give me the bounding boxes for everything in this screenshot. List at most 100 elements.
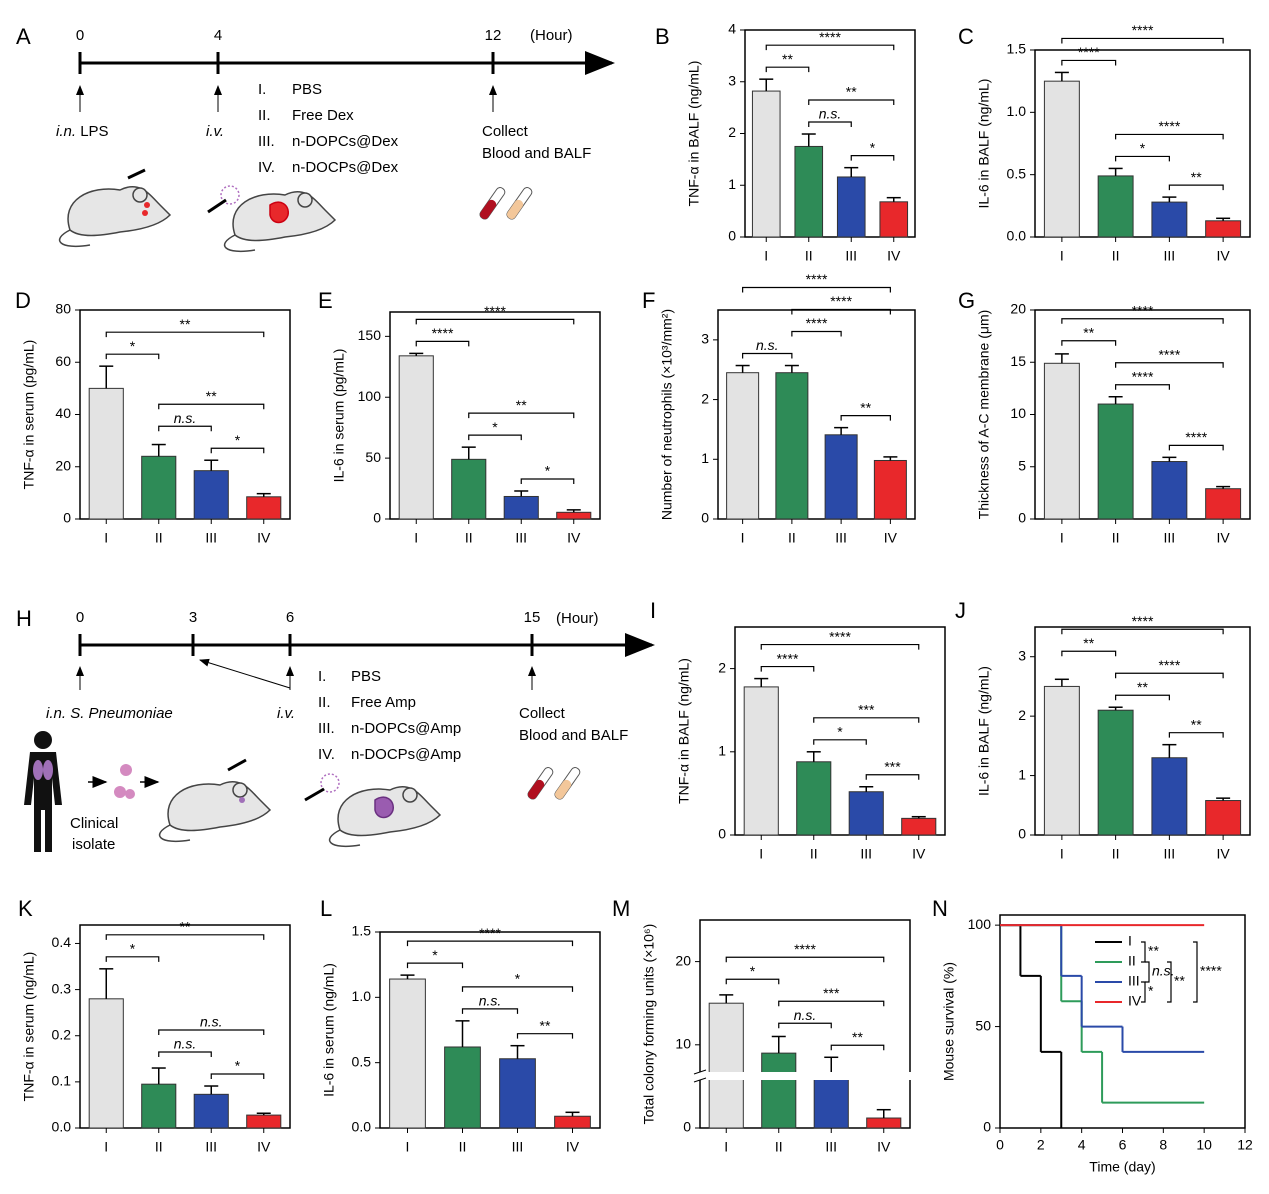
x-tick-label: I (741, 530, 745, 546)
significance-label: **** (1158, 657, 1180, 673)
significance-bracket (461, 1008, 519, 1014)
bar (1205, 488, 1242, 520)
y-axis-label: TNF-α in BALF (ng/mL) (676, 658, 692, 804)
significance-bracket (210, 1073, 265, 1080)
y-tick-label: 1.0 (1007, 103, 1027, 119)
x-tick-label: II (805, 248, 813, 264)
panel-letter: N (932, 896, 948, 921)
y-axis-label: Thickness of A-C membrane (μm) (976, 310, 992, 520)
x-tick-label: II (459, 1139, 467, 1155)
y-tick-label: 3 (701, 331, 709, 347)
significance-bracket (808, 121, 852, 128)
significance-bracket (791, 330, 842, 337)
significance-label: ** (852, 1029, 863, 1045)
x-tick-label: II (1112, 248, 1120, 264)
time-label: 6 (286, 609, 294, 626)
significance-bracket (742, 352, 793, 359)
x-tick-label: 8 (1159, 1137, 1167, 1153)
x-tick-label: II (788, 530, 796, 546)
panel-letter: H (16, 606, 32, 631)
x-tick-label: I (764, 248, 768, 264)
significance-bracket (415, 340, 470, 347)
significance-label: * (130, 941, 136, 957)
panel-letter: D (15, 288, 31, 313)
group-name: n-DOCPs@Dex (292, 159, 399, 176)
significance-label: n.s. (174, 1036, 197, 1052)
significance-bracket (1141, 981, 1146, 1003)
significance-label: ** (1083, 635, 1094, 651)
bar (824, 434, 858, 520)
x-tick-label: IV (1217, 248, 1231, 264)
bar (879, 201, 909, 238)
route: i.n. (46, 705, 66, 722)
significance-label: * (870, 139, 876, 155)
y-tick-label: 100 (358, 388, 382, 404)
significance-bracket (1193, 941, 1198, 1003)
plot-frame (734, 626, 946, 836)
significance-label: ** (1191, 169, 1202, 185)
panel-letter: J (955, 598, 966, 623)
significance-bracket (461, 986, 574, 992)
plot-frame (79, 924, 291, 1129)
x-tick-label: I (759, 846, 763, 862)
source-label: Clinical (70, 815, 118, 832)
significance-bracket (468, 412, 575, 419)
y-axis-label: IL-6 in BALF (ng/mL) (976, 666, 992, 796)
x-tick-label: 10 (1196, 1137, 1212, 1153)
y-tick-label: 5 (1018, 457, 1026, 473)
group-numeral: I. (258, 81, 266, 98)
y-tick-label: 1 (718, 743, 726, 759)
significance-label: ** (1083, 324, 1094, 340)
bar (444, 1046, 481, 1129)
significance-bracket (742, 286, 891, 293)
bar (193, 1093, 229, 1129)
significance-bracket (158, 1051, 212, 1058)
x-tick-label: II (465, 530, 473, 546)
significance-bracket (791, 308, 891, 315)
significance-label: ** (540, 1017, 551, 1033)
significance-bracket (765, 44, 895, 51)
y-axis-label: IL-6 in serum (pg/mL) (331, 349, 347, 483)
significance-label: * (235, 1058, 241, 1074)
bar (1151, 757, 1188, 836)
group-numeral: IV. (318, 746, 335, 763)
y-axis-label: Total colony forming units (×10⁶) (641, 924, 657, 1125)
significance-bracket (760, 665, 815, 672)
x-tick-label: IV (257, 1139, 271, 1155)
y-tick-label: 1.5 (352, 923, 372, 939)
significance-bracket (415, 318, 575, 325)
x-tick-label: II (775, 1139, 783, 1155)
significance-bracket (1145, 961, 1150, 983)
significance-bracket (1061, 318, 1224, 324)
significance-label: n.s. (1152, 963, 1175, 979)
bar (1097, 175, 1134, 238)
bar (193, 470, 229, 520)
x-tick-label: III (860, 846, 872, 862)
bar (88, 387, 124, 520)
significance-label: * (515, 971, 521, 987)
y-tick-label: 0.0 (352, 1119, 372, 1135)
bar (451, 458, 487, 520)
significance-label: **** (1132, 22, 1154, 38)
x-tick-label: IV (877, 1139, 891, 1155)
bar (775, 372, 809, 520)
y-tick-label: 0 (701, 510, 709, 526)
y-tick-label: 15 (1010, 353, 1026, 369)
samples-label: Blood and BALF (519, 727, 628, 744)
group-numeral: III. (318, 720, 335, 737)
significance-label: ** (1191, 716, 1202, 732)
significance-label: * (1140, 140, 1146, 156)
y-tick-label: 0.3 (52, 980, 72, 996)
significance-bracket (850, 155, 895, 161)
bar (499, 1058, 536, 1129)
panel-letter: A (16, 24, 31, 49)
significance-bracket (1061, 59, 1117, 66)
significance-bracket (406, 940, 574, 947)
group-numeral: IV. (258, 159, 275, 176)
samples-label: Blood and BALF (482, 145, 591, 162)
x-tick-label: I (1060, 530, 1064, 546)
y-tick-label: 60 (55, 353, 71, 369)
significance-label: * (130, 338, 136, 354)
x-tick-label: 0 (996, 1137, 1004, 1153)
group-name: PBS (351, 668, 381, 685)
